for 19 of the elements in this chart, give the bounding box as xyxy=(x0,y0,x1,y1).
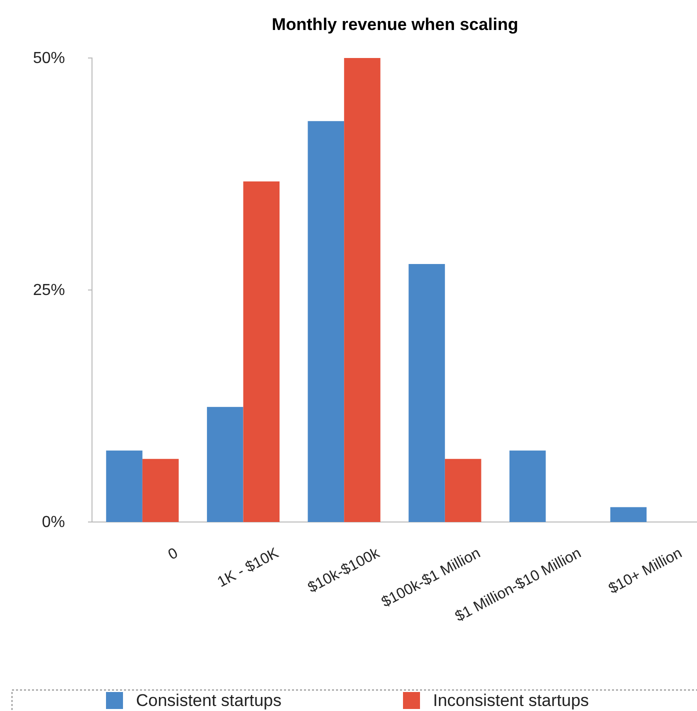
legend-label: Consistent startups xyxy=(136,691,282,710)
bar xyxy=(206,406,244,522)
x-tick-label: 0 xyxy=(165,544,181,564)
legend-label: Inconsistent startups xyxy=(433,691,589,710)
x-tick-label: 1K - $10K xyxy=(214,544,282,591)
y-tick-label: 50% xyxy=(32,50,65,68)
bar xyxy=(509,450,546,522)
x-tick-label: $10+ Million xyxy=(606,544,685,598)
bar xyxy=(444,458,482,522)
bar xyxy=(408,264,445,522)
bar xyxy=(142,458,179,522)
y-tick-label: 0% xyxy=(42,514,65,532)
y-tick-label: 25% xyxy=(32,282,65,300)
bar xyxy=(106,450,142,522)
bar xyxy=(610,507,647,522)
bar xyxy=(344,58,380,522)
chart-title: Monthly revenue when scaling xyxy=(272,15,518,34)
bar xyxy=(308,121,344,522)
bar xyxy=(243,181,280,522)
